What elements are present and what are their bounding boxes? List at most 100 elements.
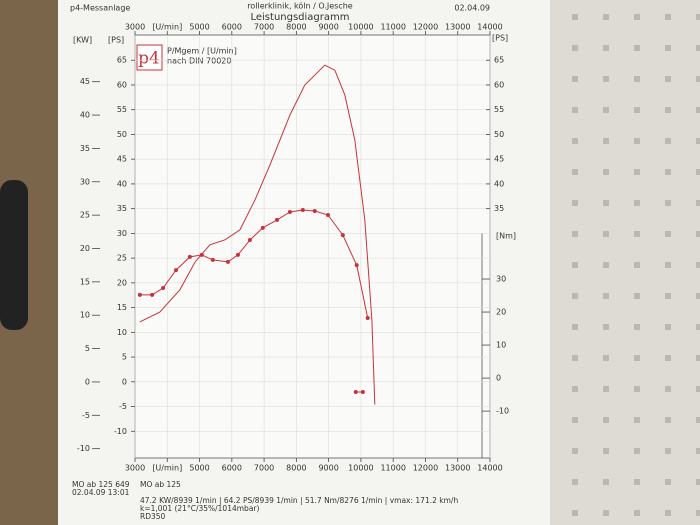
kw-tick-label: -10 bbox=[77, 444, 90, 453]
y-tick-label: 10 bbox=[117, 328, 127, 337]
x-tick-label: 3000 bbox=[125, 464, 145, 473]
x-tick-label: [U/min] bbox=[152, 23, 182, 32]
y-right-tick-label: 55 bbox=[494, 105, 504, 114]
point bbox=[287, 209, 292, 214]
point bbox=[365, 315, 370, 320]
plot-frame bbox=[134, 34, 491, 459]
point bbox=[353, 389, 358, 394]
point bbox=[173, 268, 178, 273]
y-right-tick-label: 50 bbox=[494, 130, 504, 139]
kw-tick-label: 10 bbox=[80, 311, 90, 320]
point bbox=[325, 212, 330, 217]
y-tick-label: 0 bbox=[122, 377, 127, 386]
footer-line: 02.04.09 13:01 bbox=[72, 488, 130, 497]
point bbox=[137, 292, 142, 297]
point bbox=[247, 238, 252, 243]
y2-tick-label: 10 bbox=[496, 341, 506, 350]
y-tick-label: 25 bbox=[117, 254, 127, 263]
point bbox=[360, 389, 365, 394]
kw-tick-label: 15 bbox=[80, 277, 90, 286]
y-tick-label: 35 bbox=[117, 204, 127, 213]
x-tick-label: 14000 bbox=[477, 464, 502, 473]
kw-tick-label: -5 bbox=[82, 411, 90, 420]
x-tick-label: 10000 bbox=[348, 464, 373, 473]
x-tick-label: 8000 bbox=[286, 23, 306, 32]
y-tick-label: 55 bbox=[117, 105, 127, 114]
x-tick-label: 5000 bbox=[189, 464, 209, 473]
point bbox=[300, 208, 305, 213]
header-center: rollerklinik, köln / O.Jesche bbox=[247, 2, 353, 11]
point bbox=[340, 233, 345, 238]
point bbox=[150, 292, 155, 297]
x-tick-label: 7000 bbox=[254, 464, 274, 473]
y-right-tick-label: 65 bbox=[494, 56, 504, 65]
legend-line: P/Mgem / [U/min] bbox=[167, 47, 237, 56]
point bbox=[225, 259, 230, 264]
point bbox=[199, 252, 204, 257]
x-tick-label: 3000 bbox=[125, 23, 145, 32]
x-tick-label: 12000 bbox=[413, 464, 438, 473]
y-axis-label: [PS] bbox=[108, 36, 124, 45]
x-tick-label: 12000 bbox=[413, 23, 438, 32]
footer-line: 47.2 KW/8939 1/min | 64.2 PS/8939 1/min … bbox=[140, 496, 458, 505]
x-tick-label: 11000 bbox=[380, 23, 405, 32]
footer-line: MO ab 125 bbox=[140, 480, 181, 489]
point bbox=[187, 254, 192, 259]
point bbox=[275, 217, 279, 222]
logo-box bbox=[136, 44, 163, 71]
legend-line: nach DIN 70020 bbox=[167, 57, 231, 66]
y2-tick-label: 30 bbox=[496, 275, 506, 284]
header-date: 02.04.09 bbox=[454, 4, 490, 13]
y-right-tick-label: 45 bbox=[494, 155, 504, 164]
y-tick-label: 40 bbox=[117, 179, 127, 188]
x-tick-label: 14000 bbox=[477, 23, 502, 32]
y2-tick-label: 20 bbox=[496, 308, 506, 317]
footer-line: MO ab 125 649 bbox=[72, 480, 130, 489]
header-left: p4-Messanlage bbox=[70, 4, 130, 13]
x-tick-label: 9000 bbox=[318, 464, 338, 473]
x-tick-label: 7000 bbox=[254, 23, 274, 32]
kw-tick-label: 0 bbox=[85, 377, 90, 386]
point bbox=[260, 225, 265, 230]
kw-tick-label: 30 bbox=[80, 177, 90, 186]
y-right-tick-label: 40 bbox=[494, 179, 504, 188]
x-tick-label: 13000 bbox=[445, 23, 470, 32]
y-right-axis-label: [PS] bbox=[492, 34, 508, 43]
kw-axis-label: [KW] bbox=[73, 36, 92, 45]
dot-pattern bbox=[540, 0, 700, 525]
y-tick-label: 20 bbox=[117, 278, 127, 287]
kw-tick-label: 5 bbox=[85, 344, 90, 353]
point bbox=[161, 285, 166, 290]
y-right-tick-label: 60 bbox=[494, 80, 504, 89]
x-tick-label: 6000 bbox=[222, 464, 242, 473]
y-tick-label: 30 bbox=[117, 229, 127, 238]
x-tick-label: 10000 bbox=[348, 23, 373, 32]
point bbox=[354, 263, 359, 268]
y-tick-label: 50 bbox=[117, 130, 127, 139]
y2-tick-label: 0 bbox=[496, 374, 501, 383]
series-line bbox=[139, 64, 376, 405]
kw-tick-label: 25 bbox=[80, 211, 90, 220]
y-right-tick-label: 35 bbox=[494, 204, 504, 213]
kw-tick-label: 40 bbox=[80, 111, 90, 120]
x-tick-label: [U/min] bbox=[152, 464, 182, 473]
x-tick-label: 6000 bbox=[222, 23, 242, 32]
kw-tick-label: 35 bbox=[80, 144, 90, 153]
y-tick-label: 15 bbox=[117, 303, 127, 312]
point bbox=[235, 252, 240, 257]
chart-title: Leistungsdiagramm bbox=[250, 12, 349, 23]
kw-tick-label: 45 bbox=[80, 77, 90, 86]
logo: p4 bbox=[138, 49, 160, 69]
x-tick-label: 9000 bbox=[318, 23, 338, 32]
kw-tick-label: 20 bbox=[80, 244, 90, 253]
y2-axis-label: [Nm] bbox=[496, 232, 516, 241]
x-tick-label: 13000 bbox=[445, 464, 470, 473]
y-tick-label: -10 bbox=[114, 427, 127, 436]
x-tick-label: 11000 bbox=[380, 464, 405, 473]
point bbox=[210, 257, 215, 262]
y2-tick-label: -10 bbox=[496, 407, 509, 416]
footer-line: RD350 bbox=[140, 512, 166, 521]
object bbox=[0, 180, 28, 330]
